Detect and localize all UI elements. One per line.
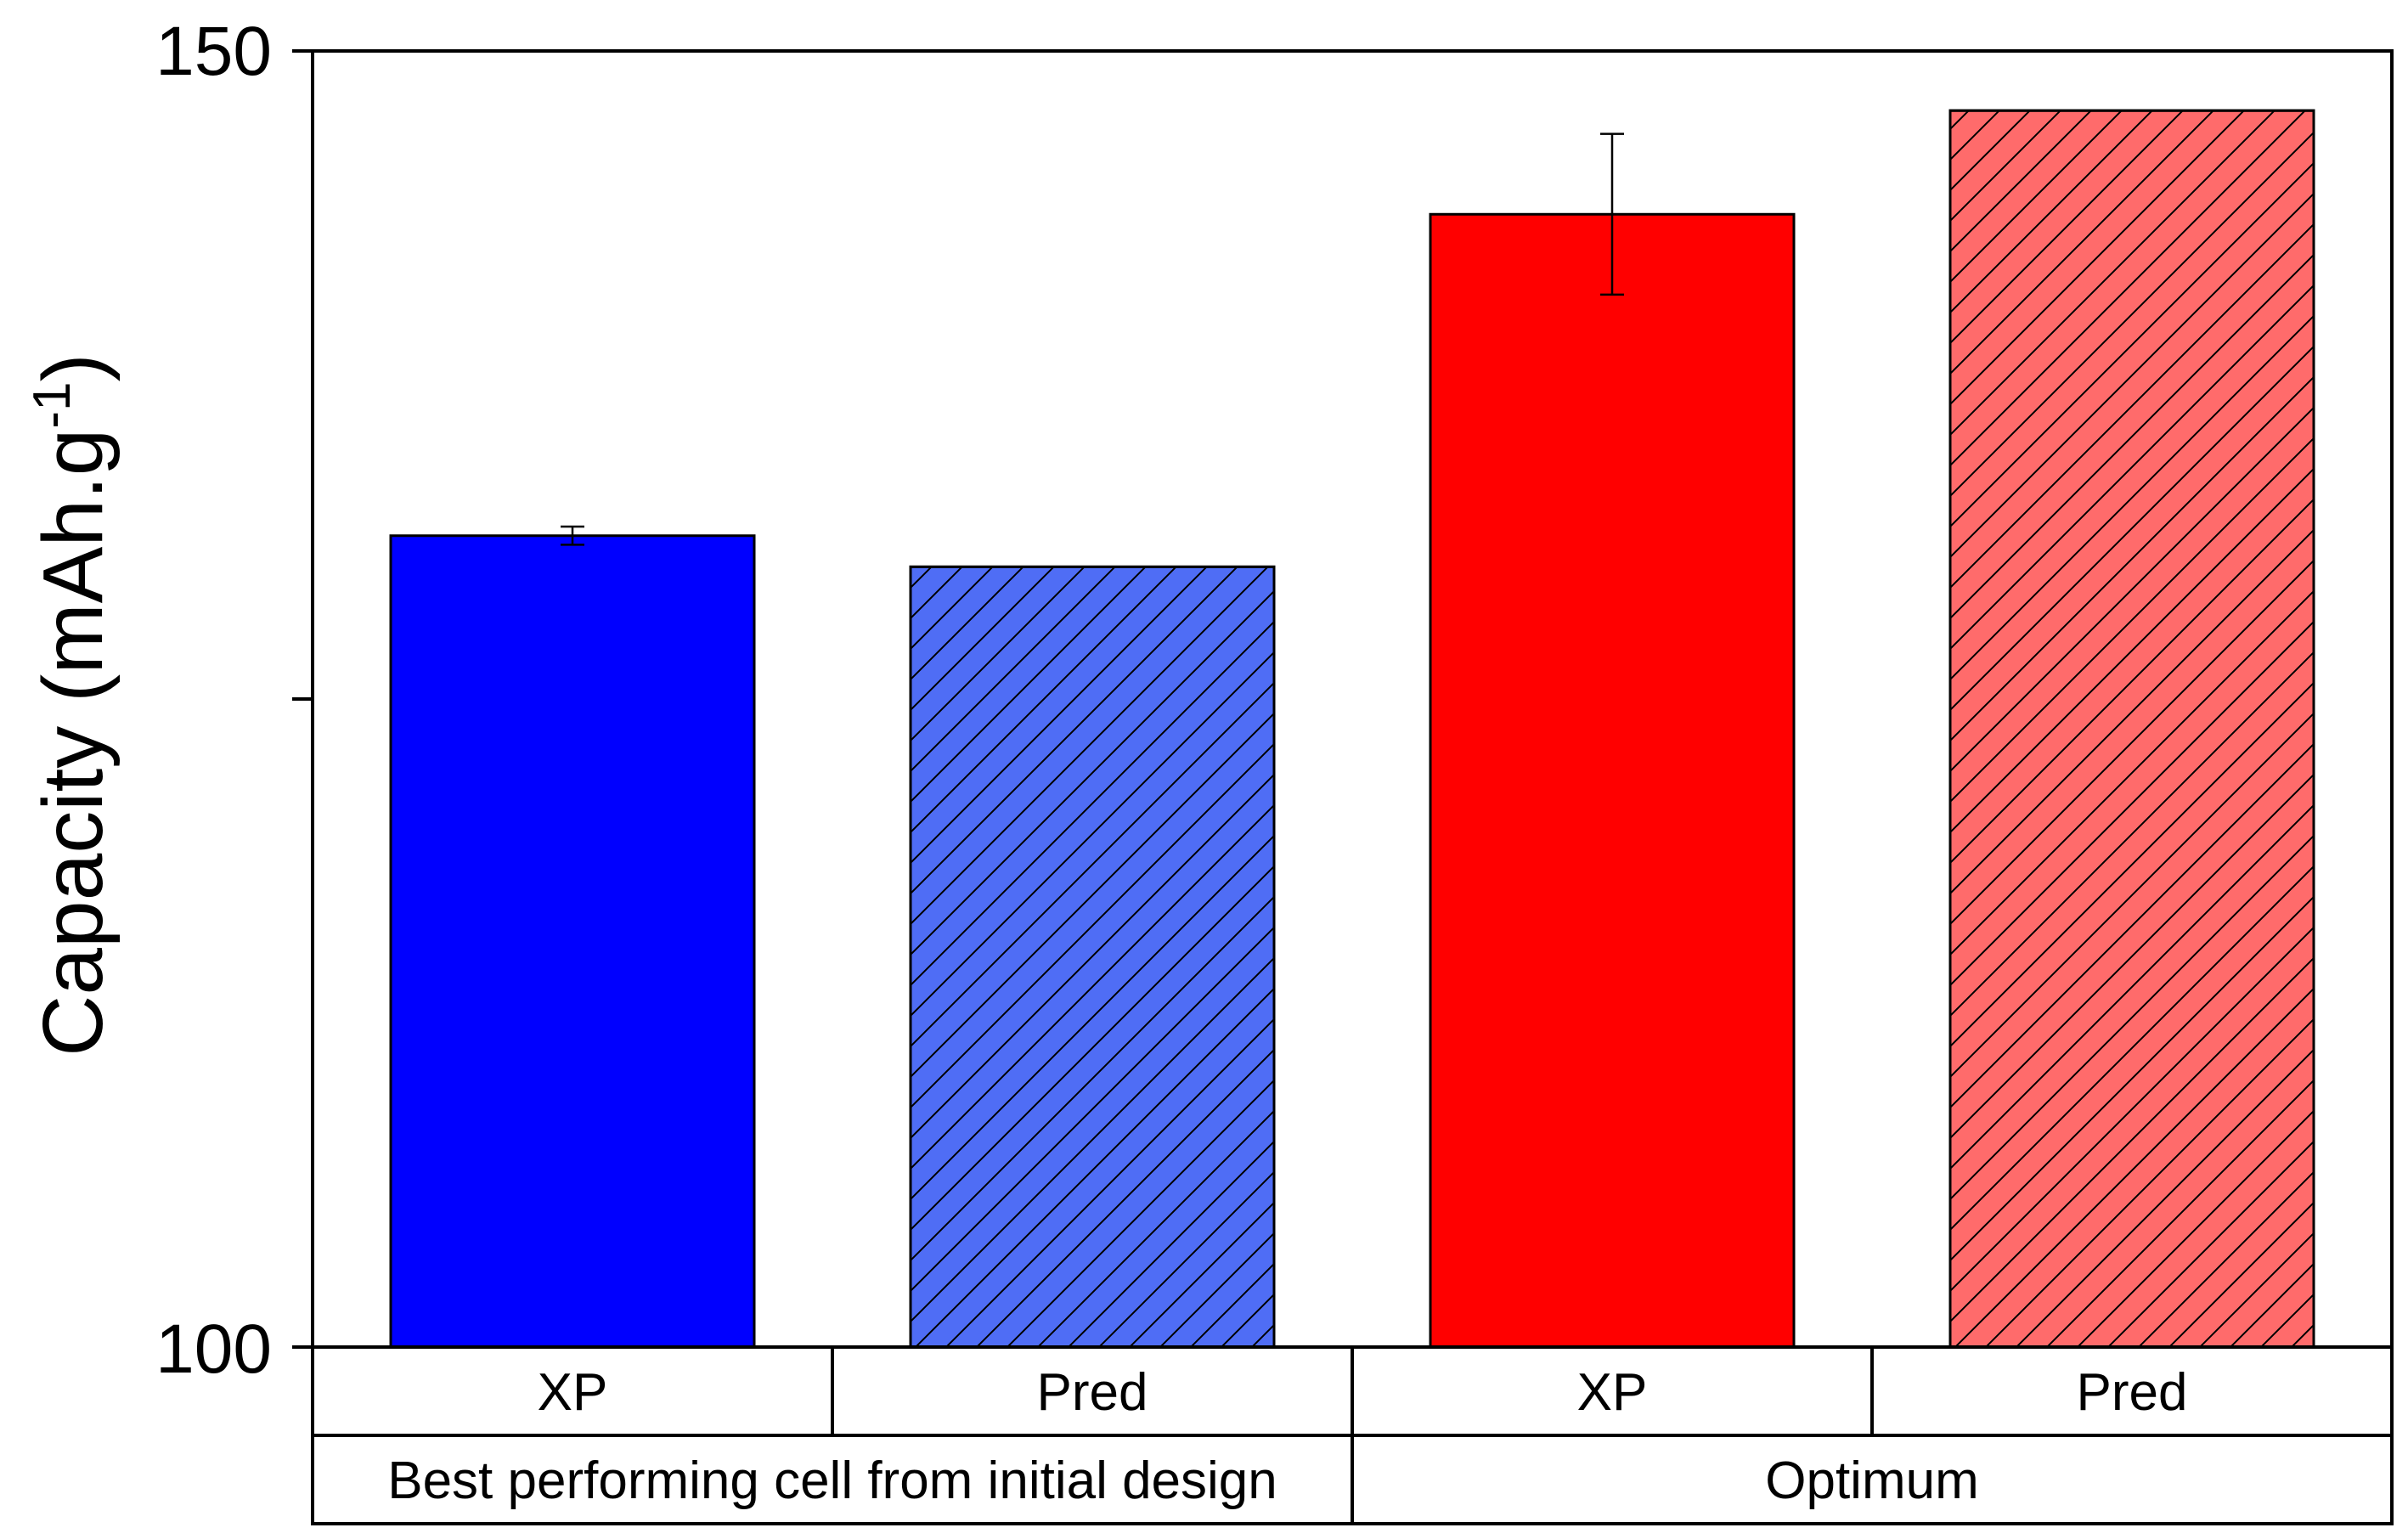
error-bar-g2-xp <box>1600 132 1624 296</box>
group-label-2: Optimum <box>1765 1452 1978 1510</box>
y-tick-label-min: 100 <box>155 1311 272 1388</box>
bar-hatch-g1-pred <box>909 565 1276 1349</box>
bar-label-group2-xp: XP <box>1577 1363 1648 1422</box>
y-axis <box>292 49 313 1349</box>
bars-layer <box>389 109 2315 1349</box>
bar-hatch-g2-pred <box>1948 109 2315 1349</box>
bar-g2-xp <box>1429 212 1796 1349</box>
bar-label-group1-pred: Pred <box>1037 1363 1148 1422</box>
bar-label-group2-pred: Pred <box>2077 1363 2188 1422</box>
y-axis-label: Capacity (mAh.g-1) <box>23 353 121 1057</box>
category-table: XP Pred XP Pred Best performing cell fro… <box>311 1345 2394 1525</box>
y-tick-label-max: 150 <box>155 13 272 90</box>
error-bar-g1-xp <box>561 525 584 546</box>
bar-label-group1-xp: XP <box>538 1363 608 1422</box>
group-label-1: Best performing cell from initial design <box>387 1452 1277 1510</box>
bar-g1-xp <box>389 534 756 1349</box>
